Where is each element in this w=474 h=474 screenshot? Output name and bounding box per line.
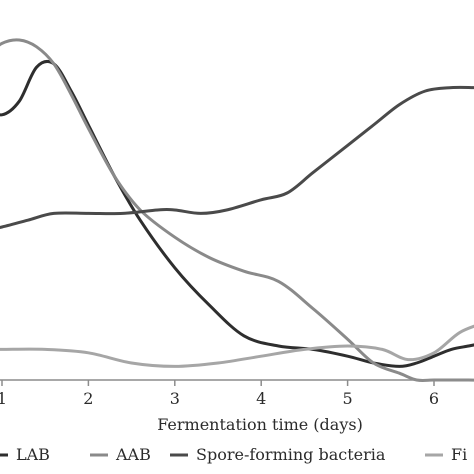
x-tick-label: 6 [429,389,439,408]
x-tick-label: 1 [0,389,7,408]
legend-label: Spore-forming bacteria [196,445,386,464]
series-line-fi [0,324,474,368]
legend: LAB AAB Spore-forming bacteria Fi [0,445,467,464]
series-line-spore-forming-bacteria [0,85,474,229]
legend-label: AAB [115,445,151,464]
x-ticks: 1 2 3 4 5 6 [0,380,439,408]
x-tick-label: 2 [83,389,93,408]
x-tick-label: 5 [343,389,353,408]
x-tick-label: 3 [170,389,180,408]
legend-label: LAB [16,445,50,464]
legend-label: Fi [451,445,467,464]
x-axis-label: Fermentation time (days) [157,415,363,434]
plot-area [0,38,474,382]
x-tick-label: 4 [256,389,266,408]
